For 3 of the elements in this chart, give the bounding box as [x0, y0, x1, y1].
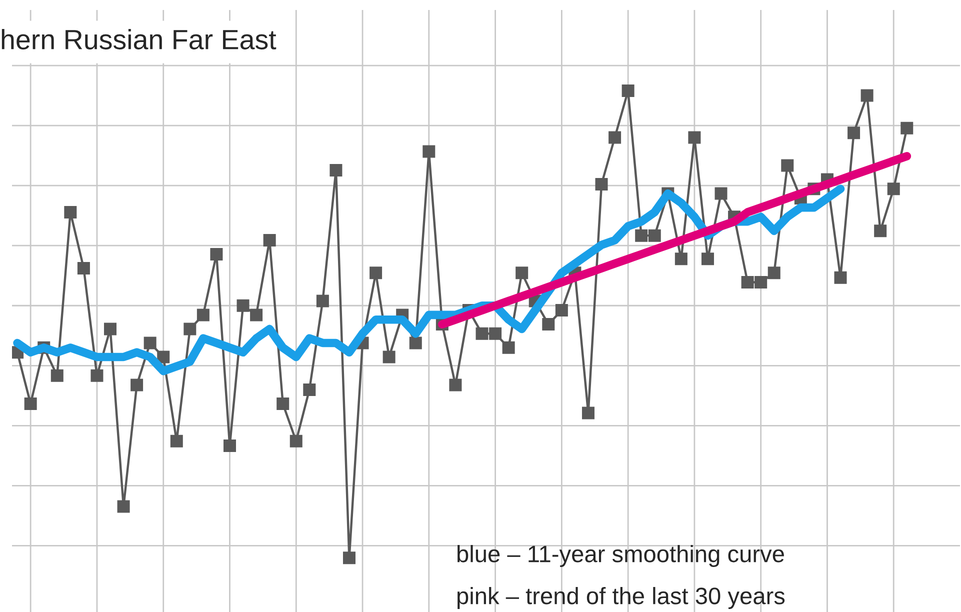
chart-title: hern Russian Far East: [2, 29, 276, 50]
annotation: blue – 11-year smoothing curve: [458, 544, 784, 568]
text: pink – trend of the last 30 years: [458, 586, 785, 610]
